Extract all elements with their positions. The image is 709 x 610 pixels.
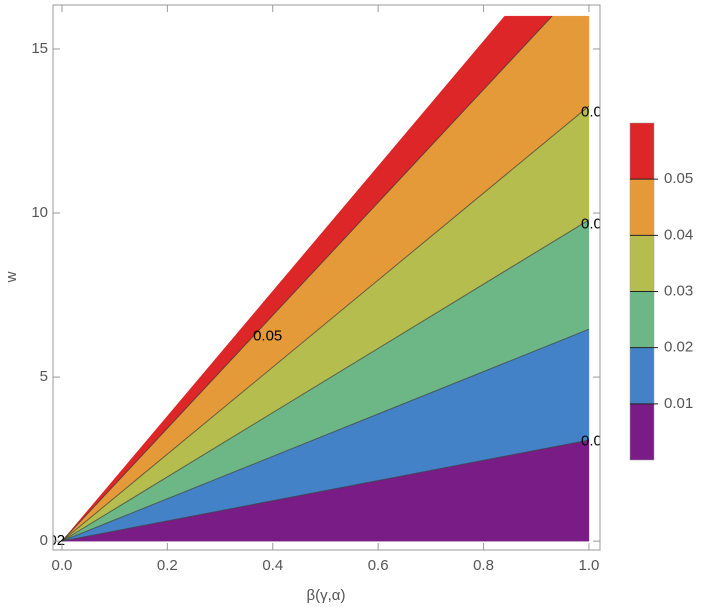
y-tick-label: 0 [40, 532, 48, 549]
colorbar-tick-label: 0.04 [664, 226, 693, 243]
contour-line [61, 105, 590, 542]
contour-line [61, 219, 590, 542]
colorbar-band [630, 403, 654, 460]
x-tick-label: 0.0 [52, 557, 73, 574]
contour-line [61, 328, 590, 542]
x-tick-label: 0.8 [473, 557, 494, 574]
y-axis-label: w [3, 271, 20, 283]
colorbar-band [630, 235, 654, 292]
colorbar-band [630, 347, 654, 404]
y-tick-label: 10 [31, 204, 48, 221]
plot-area: 0.010.020.030.040.05 [53, 15, 610, 549]
colorbar-band [630, 291, 654, 348]
contour-label: 0.01 [581, 433, 610, 450]
x-tick-label: 0.2 [157, 557, 178, 574]
frame [52, 4, 601, 551]
contour-label: 0.04 [581, 104, 610, 121]
colorbar-tick-label: 0.02 [664, 339, 693, 356]
x-tick-label: 1.0 [579, 557, 600, 574]
colorbar-band [630, 179, 654, 236]
colorbar-tick-label: 0.05 [664, 170, 693, 187]
colorbar-band [630, 123, 654, 180]
contour-label: 0.03 [581, 216, 610, 233]
y-tick-label: 15 [31, 40, 48, 57]
colorbar-tick-label: 0.03 [664, 282, 693, 299]
colorbar-tick-label: 0.01 [664, 395, 693, 412]
contour-label: 0.05 [253, 327, 282, 344]
y-tick-label: 5 [40, 368, 48, 385]
contour-line [61, 439, 590, 542]
contour-line [61, 15, 553, 542]
x-axis-label: β(γ,α) [307, 587, 346, 604]
x-tick-label: 0.4 [262, 557, 283, 574]
x-tick-label: 0.6 [368, 557, 389, 574]
